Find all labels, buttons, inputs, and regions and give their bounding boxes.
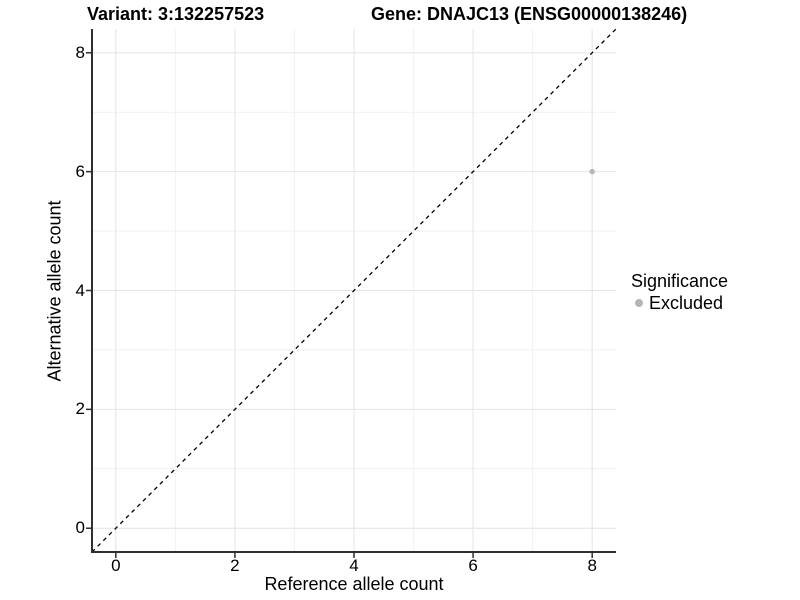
x-tick-label: 4 [349,556,359,575]
legend-point-swatch-icon [635,299,643,307]
y-tick-label: 6 [75,161,85,181]
legend-item-label: Excluded [649,293,724,313]
legend-title: Significance [631,271,729,291]
x-tick-label: 0 [111,556,121,575]
data-point [589,168,595,175]
x-axis-title: Reference allele count [264,574,444,594]
legend-item-excluded: Excluded [631,293,728,313]
x-tick-label: 6 [468,556,478,575]
variant-title: Variant: 3:132257523 [87,4,265,24]
x-tick-label: 2 [230,556,240,575]
y-axis-title: Alternative allele count [44,200,65,382]
gene-title: Gene: DNAJC13 (ENSG00000138246) [371,4,688,24]
x-tick-label: 8 [587,556,597,575]
y-tick-label: 8 [75,42,85,62]
y-tick-label: 4 [75,280,85,300]
identity-reference-line [91,28,617,553]
y-tick-label: 0 [75,518,85,538]
y-tick-label: 2 [75,399,85,419]
legend: Significance Excluded [631,271,728,313]
